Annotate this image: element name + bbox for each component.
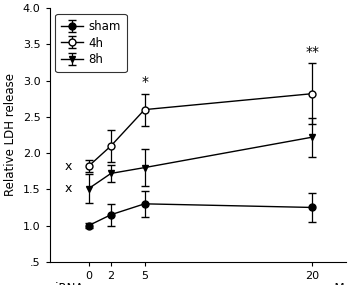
Text: x: x: [65, 160, 72, 173]
Text: siRNA: siRNA: [49, 282, 84, 285]
Text: nM: nM: [328, 282, 346, 285]
Legend: sham, 4h, 8h: sham, 4h, 8h: [55, 14, 127, 72]
Text: x: x: [65, 182, 72, 195]
Text: *: *: [141, 75, 148, 89]
Y-axis label: Relative LDH release: Relative LDH release: [4, 74, 17, 196]
Text: **: **: [305, 45, 319, 59]
